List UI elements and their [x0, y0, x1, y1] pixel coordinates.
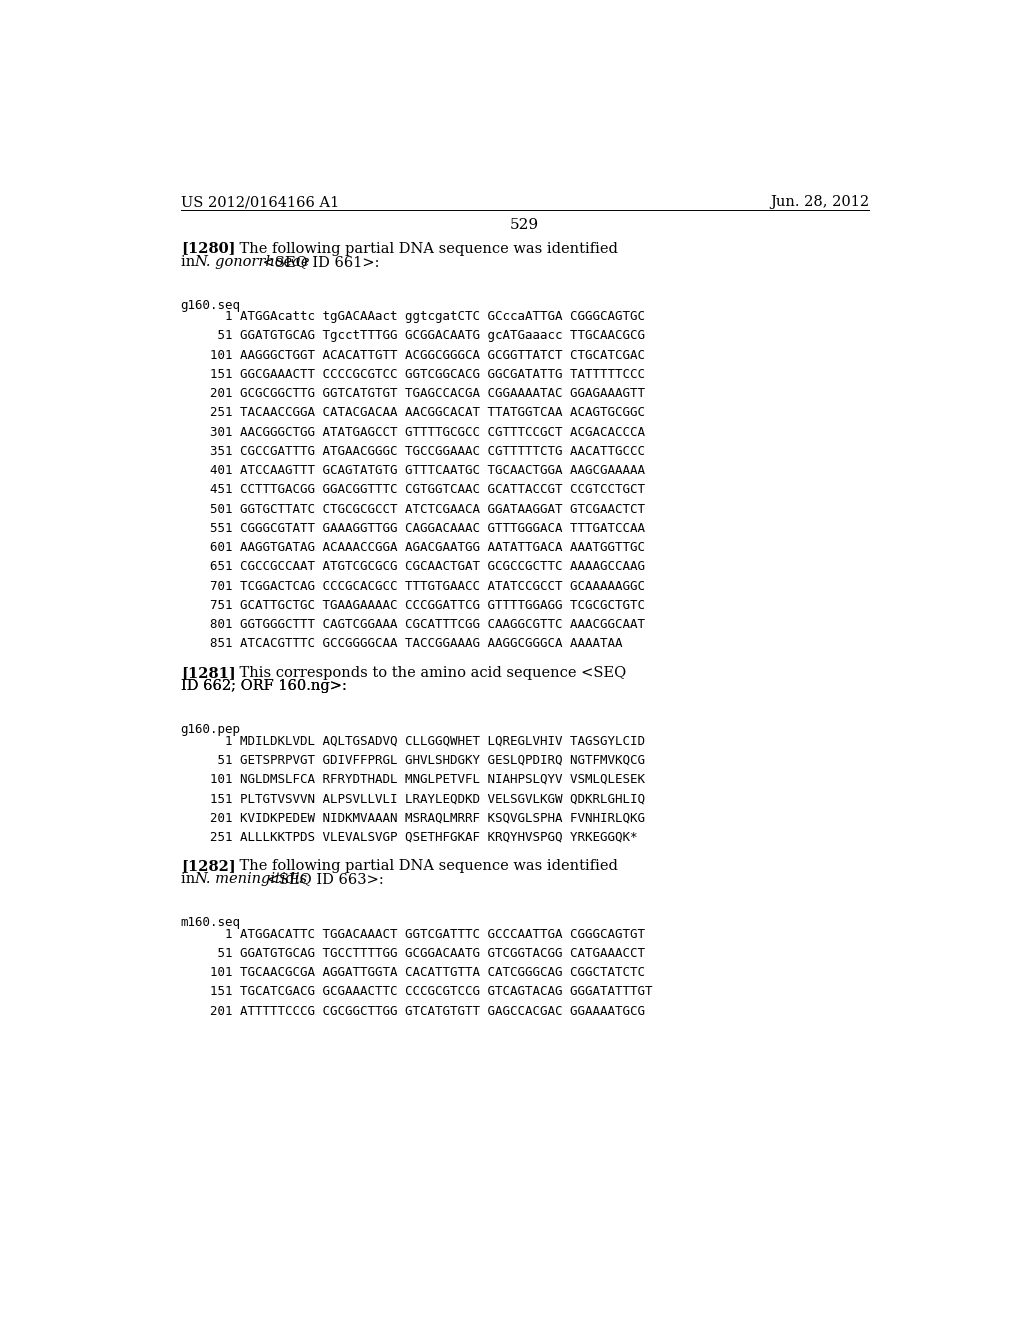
Text: 751 GCATTGCTGC TGAAGAAAAC CCCGGATTCG GTTTTGGAGG TCGCGCTGTC: 751 GCATTGCTGC TGAAGAAAAC CCCGGATTCG GTT…	[195, 599, 645, 612]
Text: 301 AACGGGCTGG ATATGAGCCT GTTTTGCGCC CGTTTCCGCT ACGACACCCA: 301 AACGGGCTGG ATATGAGCCT GTTTTGCGCC CGT…	[195, 425, 645, 438]
Text: m160.seq: m160.seq	[180, 916, 241, 929]
Text: g160.pep: g160.pep	[180, 723, 241, 735]
Text: 801 GGTGGGCTTT CAGTCGGAAA CGCATTTCGG CAAGGCGTTC AAACGGCAAT: 801 GGTGGGCTTT CAGTCGGAAA CGCATTTCGG CAA…	[195, 618, 645, 631]
Text: 501 GGTGCTTATC CTGCGCGCCT ATCTCGAACA GGATAAGGAT GTCGAACTCT: 501 GGTGCTTATC CTGCGCGCCT ATCTCGAACA GGA…	[195, 503, 645, 516]
Text: 529: 529	[510, 218, 540, 232]
Text: Jun. 28, 2012: Jun. 28, 2012	[770, 195, 869, 210]
Text: The following partial DNA sequence was identified: The following partial DNA sequence was i…	[221, 859, 617, 873]
Text: 251 TACAACCGGA CATACGACAA AACGGCACAT TTATGGTCAA ACAGTGCGGC: 251 TACAACCGGA CATACGACAA AACGGCACAT TTA…	[195, 407, 645, 420]
Text: 351 CGCCGATTTG ATGAACGGGC TGCCGGAAAC CGTTTTTCTG AACATTGCCC: 351 CGCCGATTTG ATGAACGGGC TGCCGGAAAC CGT…	[195, 445, 645, 458]
Text: 101 AAGGGCTGGT ACACATTGTT ACGGCGGGCA GCGGTTATCT CTGCATCGAC: 101 AAGGGCTGGT ACACATTGTT ACGGCGGGCA GCG…	[195, 348, 645, 362]
Text: 1 MDILDKLVDL AQLTGSADVQ CLLGGQWHET LQREGLVHIV TAGSGYLCID: 1 MDILDKLVDL AQLTGSADVQ CLLGGQWHET LQREG…	[195, 734, 645, 747]
Text: [1280]: [1280]	[180, 242, 236, 256]
Text: [1281]: [1281]	[180, 665, 236, 680]
Text: US 2012/0164166 A1: US 2012/0164166 A1	[180, 195, 339, 210]
Text: 51 GGATGTGCAG TgcctTTTGG GCGGACAATG gcATGaaacc TTGCAACGCG: 51 GGATGTGCAG TgcctTTTGG GCGGACAATG gcAT…	[195, 330, 645, 342]
Text: This corresponds to the amino acid sequence <SEQ: This corresponds to the amino acid seque…	[221, 665, 627, 680]
Text: 151 TGCATCGACG GCGAAACTTC CCCGCGTCCG GTCAGTACAG GGGATATTTGT: 151 TGCATCGACG GCGAAACTTC CCCGCGTCCG GTC…	[195, 985, 652, 998]
Text: 101 NGLDMSLFCA RFRYDTHADL MNGLPETVFL NIAHPSLQYV VSMLQLESEK: 101 NGLDMSLFCA RFRYDTHADL MNGLPETVFL NIA…	[195, 774, 645, 785]
Text: 151 GGCGAAACTT CCCCGCGTCC GGTCGGCACG GGCGATATTG TATTTTTCCC: 151 GGCGAAACTT CCCCGCGTCC GGTCGGCACG GGC…	[195, 368, 645, 381]
Text: <SEQ ID 661>:: <SEQ ID 661>:	[258, 255, 379, 269]
Text: 451 CCTTTGACGG GGACGGTTTC CGTGGTCAAC GCATTACCGT CCGTCCTGCT: 451 CCTTTGACGG GGACGGTTTC CGTGGTCAAC GCA…	[195, 483, 645, 496]
Text: The following partial DNA sequence was identified: The following partial DNA sequence was i…	[221, 242, 617, 256]
Text: [1282]: [1282]	[180, 859, 236, 873]
Text: N. gonorrhoeae: N. gonorrhoeae	[195, 255, 310, 269]
Text: 601 AAGGTGATAG ACAAACCGGA AGACGAATGG AATATTGACA AAATGGTTGC: 601 AAGGTGATAG ACAAACCGGA AGACGAATGG AAT…	[195, 541, 645, 554]
Text: ID 662; ORF 160.ng>:: ID 662; ORF 160.ng>:	[180, 678, 346, 693]
Text: 701 TCGGACTCAG CCCGCACGCC TTTGTGAACC ATATCCGCCT GCAAAAAGGC: 701 TCGGACTCAG CCCGCACGCC TTTGTGAACC ATA…	[195, 579, 645, 593]
Text: 201 ATTTTTCCCG CGCGGCTTGG GTCATGTGTT GAGCCACGAC GGAAAATGCG: 201 ATTTTTCCCG CGCGGCTTGG GTCATGTGTT GAG…	[195, 1005, 645, 1018]
Text: ID 662; ORF 160.ng>:: ID 662; ORF 160.ng>:	[180, 678, 346, 693]
Text: 201 GCGCGGCTTG GGTCATGTGT TGAGCCACGA CGGAAAATAC GGAGAAAGTT: 201 GCGCGGCTTG GGTCATGTGT TGAGCCACGA CGG…	[195, 387, 645, 400]
Text: 1 ATGGAcattc tgGACAAact ggtcgatCTC GCccaATTGA CGGGCAGTGC: 1 ATGGAcattc tgGACAAact ggtcgatCTC GCcca…	[195, 310, 645, 323]
Text: 201 KVIDKPEDEW NIDKMVAAAN MSRAQLMRRF KSQVGLSPHA FVNHIRLQKG: 201 KVIDKPEDEW NIDKMVAAAN MSRAQLMRRF KSQ…	[195, 812, 645, 825]
Text: 251 ALLLKKTPDS VLEVALSVGP QSETHFGKAF KRQYHVSPGQ YRKEGGQK*: 251 ALLLKKTPDS VLEVALSVGP QSETHFGKAF KRQ…	[195, 830, 637, 843]
Text: 51 GGATGTGCAG TGCCTTTTGG GCGGACAATG GTCGGTACGG CATGAAACCT: 51 GGATGTGCAG TGCCTTTTGG GCGGACAATG GTCG…	[195, 946, 645, 960]
Text: in: in	[180, 255, 200, 269]
Text: 851 ATCACGTTTC GCCGGGGCAA TACCGGAAAG AAGGCGGGCA AAAATAA: 851 ATCACGTTTC GCCGGGGCAA TACCGGAAAG AAG…	[195, 638, 623, 651]
Text: g160.seq: g160.seq	[180, 298, 241, 312]
Text: 551 CGGGCGTATT GAAAGGTTGG CAGGACAAAC GTTTGGGACA TTTGATCCAA: 551 CGGGCGTATT GAAAGGTTGG CAGGACAAAC GTT…	[195, 521, 645, 535]
Text: 401 ATCCAAGTTT GCAGTATGTG GTTTCAATGC TGCAACTGGA AAGCGAAAAA: 401 ATCCAAGTTT GCAGTATGTG GTTTCAATGC TGC…	[195, 465, 645, 477]
Text: 51 GETSPRPVGT GDIVFFPRGL GHVLSHDGKY GESLQPDIRQ NGTFMVKQCG: 51 GETSPRPVGT GDIVFFPRGL GHVLSHDGKY GESL…	[195, 754, 645, 767]
Text: in: in	[180, 873, 200, 886]
Text: 1 ATGGACATTC TGGACAAACT GGTCGATTTC GCCCAATTGA CGGGCAGTGT: 1 ATGGACATTC TGGACAAACT GGTCGATTTC GCCCA…	[195, 928, 645, 941]
Text: <SEQ ID 663>:: <SEQ ID 663>:	[262, 873, 384, 886]
Text: 101 TGCAACGCGA AGGATTGGTA CACATTGTTA CATCGGGCAG CGGCTATCTC: 101 TGCAACGCGA AGGATTGGTA CACATTGTTA CAT…	[195, 966, 645, 979]
Text: 151 PLTGTVSVVN ALPSVLLVLI LRAYLEQDKD VELSGVLKGW QDKRLGHLIQ: 151 PLTGTVSVVN ALPSVLLVLI LRAYLEQDKD VEL…	[195, 792, 645, 805]
Text: 651 CGCCGCCAAT ATGTCGCGCG CGCAACTGAT GCGCCGCTTC AAAAGCCAAG: 651 CGCCGCCAAT ATGTCGCGCG CGCAACTGAT GCG…	[195, 561, 645, 573]
Text: N. meningitidis: N. meningitidis	[195, 873, 307, 886]
